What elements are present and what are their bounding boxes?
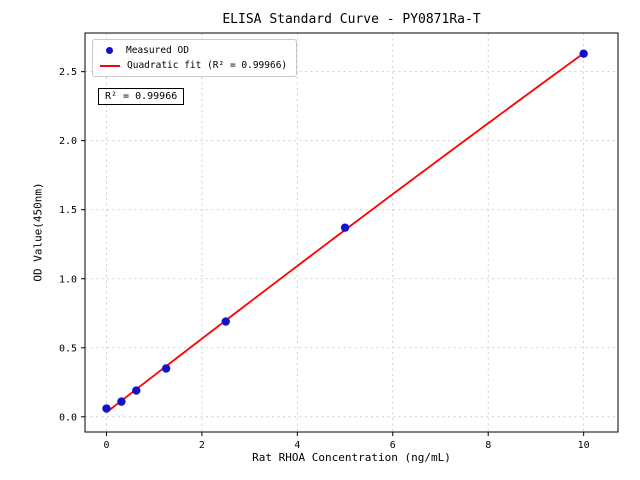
x-tick-label: 8 — [485, 440, 491, 451]
legend: Measured OD Quadratic fit (R² = 0.99966) — [92, 39, 298, 77]
legend-label-quadratic-fit: Quadratic fit (R² = 0.99966) — [127, 60, 288, 71]
scatter-marker-icon — [106, 47, 113, 54]
measured-od-point — [221, 317, 230, 326]
r-squared-annotation: R² = 0.99966 — [98, 88, 185, 105]
y-axis-label: OD Value(450nm) — [31, 182, 45, 282]
measured-od-point — [102, 404, 111, 413]
chart-title: ELISA Standard Curve - PY0871Ra-T — [222, 12, 481, 27]
legend-label-measured-od: Measured OD — [126, 45, 189, 56]
line-marker-icon — [100, 64, 120, 67]
measured-od-point — [579, 49, 588, 58]
y-tick-label: 0.5 — [59, 343, 77, 354]
measured-od-point — [340, 223, 350, 232]
y-tick-label: 1.0 — [59, 274, 77, 285]
x-tick-label: 0 — [103, 440, 109, 451]
y-tick-label: 2.0 — [59, 136, 77, 147]
measured-od-point — [161, 364, 171, 373]
x-tick-label: 4 — [294, 440, 300, 451]
y-tick-label: 1.5 — [59, 205, 77, 216]
x-tick-label: 2 — [199, 440, 205, 451]
measured-od-point — [117, 397, 126, 406]
x-tick-label: 6 — [390, 440, 396, 451]
y-tick-label: 0.0 — [59, 412, 77, 423]
x-axis-label: Rat RHOA Concentration (ng/mL) — [252, 451, 451, 464]
x-tick-label: 10 — [578, 440, 590, 451]
legend-item-quadratic-fit: Quadratic fit (R² = 0.99966) — [100, 60, 287, 71]
measured-od-point — [132, 386, 141, 395]
y-tick-label: 2.5 — [59, 67, 77, 78]
quadratic-fit-line — [105, 52, 585, 414]
legend-item-measured-od: Measured OD — [100, 45, 287, 56]
axes-frame — [84, 32, 619, 433]
